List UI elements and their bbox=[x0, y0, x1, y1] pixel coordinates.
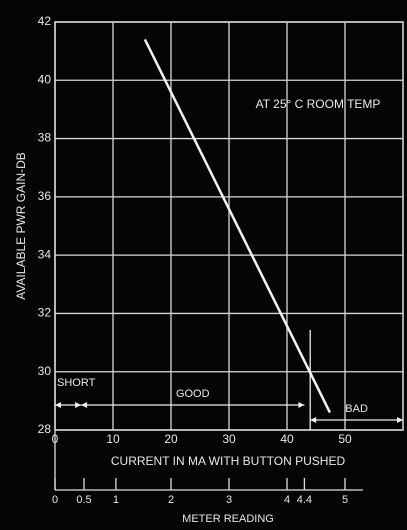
y-tick-label: 36 bbox=[38, 189, 52, 203]
meter-tick-label: 0.5 bbox=[76, 494, 91, 506]
y-tick-label: 40 bbox=[38, 72, 52, 86]
x-tick-label: 20 bbox=[164, 432, 178, 446]
meter-tick-label: 1 bbox=[113, 494, 119, 506]
x-tick-label: 10 bbox=[106, 432, 120, 446]
meter-tick-label: 4 bbox=[284, 494, 290, 506]
arrow-head bbox=[75, 402, 82, 408]
data-line bbox=[143, 38, 332, 414]
y-tick-label: 32 bbox=[38, 306, 52, 320]
region-label: GOOD bbox=[176, 388, 210, 400]
meter-tick-label: 0 bbox=[52, 494, 58, 506]
annotation: AT 25° C ROOM TEMP bbox=[256, 97, 381, 111]
x-axis-label: CURRENT IN MA WITH BUTTON PUSHED bbox=[111, 454, 346, 468]
region-label: SHORT bbox=[57, 377, 96, 389]
y-tick-label: 38 bbox=[38, 131, 52, 145]
region-label: BAD bbox=[345, 403, 368, 415]
meter-tick-label: 2 bbox=[168, 494, 174, 506]
x-tick-label: 50 bbox=[338, 432, 352, 446]
x-tick-label: 30 bbox=[222, 432, 236, 446]
plot-frame bbox=[54, 21, 404, 431]
y-tick-label: 28 bbox=[38, 422, 52, 436]
arrow-head bbox=[397, 417, 403, 423]
meter-tick-label: 5 bbox=[342, 494, 348, 506]
arrow-head bbox=[81, 402, 88, 408]
arrow-head bbox=[298, 402, 305, 408]
arrow-head bbox=[55, 402, 61, 408]
meter-axis-label: METER READING bbox=[182, 513, 274, 525]
meter-tick-label: 4.4 bbox=[297, 494, 312, 506]
arrow-head bbox=[310, 417, 317, 423]
y-axis-label: AVAILABLE PWR GAIN-DB bbox=[14, 152, 28, 300]
y-tick-label: 42 bbox=[38, 14, 52, 28]
meter-tick-label: 3 bbox=[226, 494, 232, 506]
x-tick-label: 40 bbox=[280, 432, 294, 446]
y-tick-label: 34 bbox=[38, 247, 52, 261]
y-tick-label: 30 bbox=[38, 364, 52, 378]
